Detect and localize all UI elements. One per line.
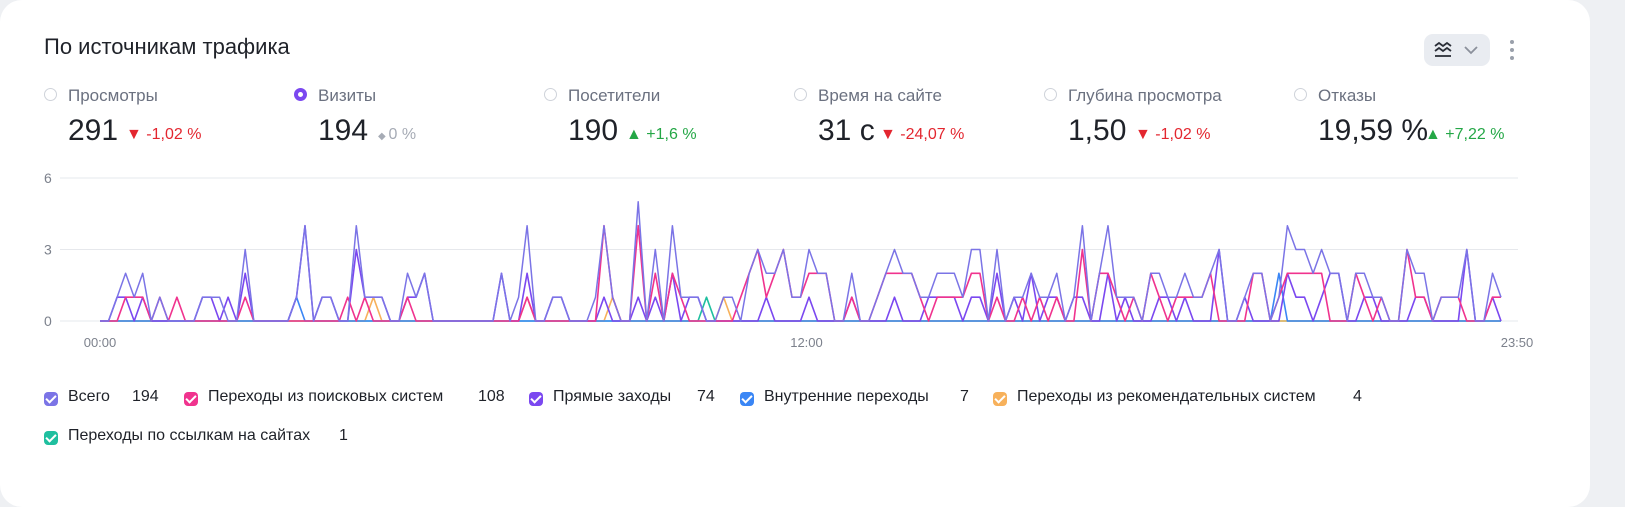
more-options-button[interactable]	[1502, 36, 1522, 64]
delta-value: +1,6 %	[646, 126, 697, 143]
metric-radio[interactable]	[44, 88, 57, 101]
checkbox-icon[interactable]	[740, 392, 754, 406]
x-tick-label: 12:00	[790, 335, 823, 350]
y-tick-label: 3	[44, 242, 52, 258]
chart-type-icon	[1434, 41, 1452, 57]
legend-count: 108	[478, 388, 505, 405]
metric-value: 190	[568, 114, 619, 147]
delta-value: -1,02 %	[146, 126, 202, 143]
traffic-line-chart: 0 3 6 00:00 12:00 23:50	[44, 170, 1534, 350]
checkbox-icon[interactable]	[44, 431, 58, 445]
y-tick-label: 6	[44, 170, 52, 186]
legend-count: 7	[960, 388, 969, 405]
legend-label: Переходы из поисковых систем	[208, 388, 444, 405]
delta-arrow-icon: ▼	[880, 126, 901, 143]
delta-arrow-icon: ▲	[626, 126, 647, 143]
metric-value: 291	[68, 114, 119, 147]
delta-value: -24,07 %	[900, 126, 965, 143]
legend-label: Прямые заходы	[553, 388, 672, 405]
metric-radio[interactable]	[294, 88, 307, 101]
metric-radio[interactable]	[544, 88, 557, 101]
metric-radio[interactable]	[794, 88, 807, 101]
legend-label: Всего	[68, 388, 110, 405]
metric-label: Просмотры	[68, 86, 158, 105]
delta-arrow-icon: ▲	[1425, 126, 1446, 143]
metric-delta: ▼ -24,07 %	[880, 126, 964, 144]
delta-value: +7,22 %	[1445, 126, 1505, 143]
delta-value: -1,02 %	[1155, 126, 1211, 143]
legend-label: Переходы по ссылкам на сайтах	[68, 427, 311, 444]
chevron-down-icon	[1464, 46, 1478, 55]
delta-value: 0 %	[388, 126, 417, 143]
metric-label: Время на сайте	[818, 86, 942, 105]
legend-label: Внутренние переходы	[764, 388, 929, 405]
traffic-sources-card: По источникам трафика Просмотры 291 ▼ -1,0…	[0, 0, 1590, 507]
metric-label: Глубина просмотра	[1068, 86, 1222, 105]
metric-value: 31 с	[818, 114, 875, 147]
widget-title: По источникам трафика	[44, 34, 290, 59]
delta-arrow-icon: ◆	[378, 131, 389, 142]
metric-value: 194	[318, 114, 369, 147]
metric-radio[interactable]	[1044, 88, 1057, 101]
metric-label: Визиты	[318, 86, 377, 105]
metric-delta: ▲ +1,6 %	[626, 126, 697, 144]
x-tick-label: 00:00	[84, 335, 117, 350]
metric-label: Отказы	[1318, 86, 1377, 105]
legend-count: 1	[339, 427, 348, 444]
metric-label: Посетители	[568, 86, 661, 105]
legend-label: Переходы из рекомендательных систем	[1017, 388, 1316, 405]
x-tick-label: 23:50	[1501, 335, 1534, 350]
metric-radio[interactable]	[1294, 88, 1307, 101]
y-tick-label: 0	[44, 313, 52, 329]
metric-delta: ▲ +7,22 %	[1425, 126, 1504, 144]
checkbox-icon[interactable]	[184, 392, 198, 406]
delta-arrow-icon: ▼	[1135, 126, 1156, 143]
delta-arrow-icon: ▼	[126, 126, 147, 143]
legend-count: 194	[132, 388, 159, 405]
metric-value: 1,50	[1068, 114, 1127, 147]
series-line-0	[100, 201, 1502, 322]
series-line-5	[100, 296, 1501, 322]
metric-value: 19,59 %	[1318, 114, 1429, 147]
metric-delta: ◆ 0 %	[378, 126, 416, 144]
chart-type-button[interactable]	[1424, 34, 1490, 66]
series-line-1	[100, 224, 1501, 322]
metric-delta: ▼ -1,02 %	[1135, 126, 1210, 144]
more-vertical-icon	[1510, 40, 1514, 60]
legend-count: 74	[697, 388, 715, 405]
legend-count: 4	[1353, 388, 1362, 405]
checkbox-icon[interactable]	[993, 392, 1007, 406]
checkbox-icon[interactable]	[44, 392, 58, 406]
series-line-4	[100, 296, 1501, 322]
metric-delta: ▼ -1,02 %	[126, 126, 201, 144]
checkbox-icon[interactable]	[529, 392, 543, 406]
